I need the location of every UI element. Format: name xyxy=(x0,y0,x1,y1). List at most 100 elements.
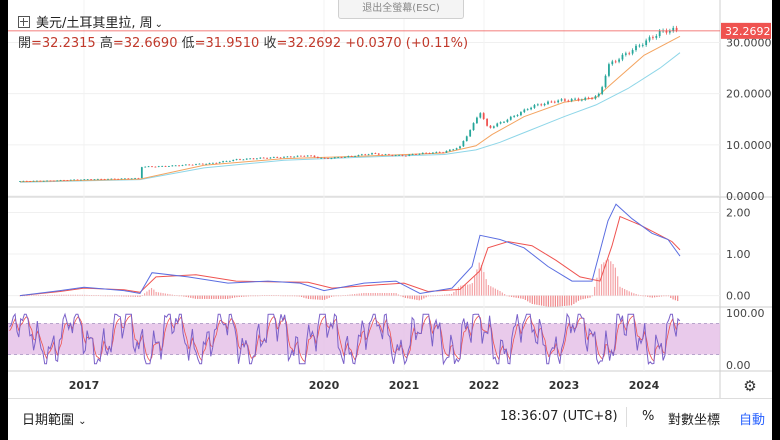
macd-histogram-bar xyxy=(649,295,651,298)
macd-histogram-bar xyxy=(250,295,252,297)
candle-body xyxy=(259,157,262,159)
percent-button[interactable]: % xyxy=(642,409,655,424)
macd-histogram-bar xyxy=(515,295,517,298)
candle-body xyxy=(553,101,556,103)
macd-histogram-bar xyxy=(204,295,206,299)
macd-histogram-bar xyxy=(347,294,349,296)
candle-body xyxy=(296,155,299,157)
candle-body xyxy=(164,166,167,167)
macd-histogram-bar xyxy=(384,293,386,296)
macd-histogram-bar xyxy=(51,294,53,296)
macd-histogram-bar xyxy=(508,295,510,297)
time-tick-label: 2021 xyxy=(389,379,420,392)
macd-histogram-bar xyxy=(42,295,44,296)
macd-histogram-bar xyxy=(187,295,190,298)
candle-body xyxy=(489,125,492,128)
date-range-button[interactable]: 日期範圍 ⌄ xyxy=(22,409,87,428)
interval-label[interactable]: 周 xyxy=(139,16,153,31)
time-tick-label: 2020 xyxy=(309,379,340,392)
macd-histogram-bar xyxy=(174,295,176,296)
macd-histogram-bar xyxy=(146,291,148,296)
macd-histogram-bar xyxy=(259,295,261,297)
macd-histogram-bar xyxy=(411,295,413,300)
macd-histogram-bar xyxy=(217,295,220,299)
macd-histogram-bar xyxy=(642,295,644,297)
macd-histogram-bar xyxy=(222,295,224,299)
candle-body xyxy=(256,158,258,160)
candle-body xyxy=(520,112,522,116)
candle-body xyxy=(107,178,109,180)
candle-body xyxy=(384,154,387,156)
candle-body xyxy=(347,156,350,157)
macd-histogram-bar xyxy=(307,295,310,299)
macd-histogram-bar xyxy=(400,295,402,297)
candle-body xyxy=(144,166,147,168)
macd-histogram-bar xyxy=(70,294,72,296)
macd-histogram-bar xyxy=(300,295,303,298)
macd-histogram-bar xyxy=(118,295,120,297)
expand-icon[interactable] xyxy=(18,16,30,28)
candle-body xyxy=(638,45,641,47)
candle-body xyxy=(161,166,164,167)
gear-icon[interactable]: ⚙ xyxy=(743,377,756,395)
candle-body xyxy=(205,163,208,165)
candle-body xyxy=(547,101,549,104)
candle-body xyxy=(269,157,272,159)
macd-histogram-bar xyxy=(674,295,676,301)
candle-body xyxy=(594,96,597,99)
candle-body xyxy=(645,40,648,46)
candle-body xyxy=(124,178,126,180)
macd-histogram-bar xyxy=(238,295,240,298)
candle-body xyxy=(303,155,306,157)
time-tick-label: 2017 xyxy=(69,379,100,392)
macd-histogram-bar xyxy=(139,295,141,297)
candle-body xyxy=(212,162,214,164)
macd-histogram-bar xyxy=(397,294,400,296)
macd-histogram-bar xyxy=(543,295,545,306)
candle-body xyxy=(113,178,116,180)
macd-histogram-bar xyxy=(210,295,213,299)
candle-body xyxy=(286,156,289,158)
macd-histogram-bar xyxy=(381,293,383,296)
macd-histogram-bar xyxy=(427,295,430,297)
macd-histogram-bar xyxy=(570,295,573,306)
macd-histogram-bar xyxy=(476,269,478,296)
macd-histogram-bar xyxy=(79,294,81,296)
macd-histogram-bar xyxy=(72,294,74,296)
macd-histogram-bar xyxy=(536,295,538,305)
exit-fullscreen-button[interactable]: 退出全螢幕(ESC) xyxy=(338,0,464,19)
symbol-name[interactable]: 美元/土耳其里拉 xyxy=(36,16,132,31)
macd-histogram-bar xyxy=(660,295,663,297)
candle-body xyxy=(266,157,268,159)
candle-body xyxy=(425,152,428,154)
chart-canvas[interactable]: 0.0000 10.0000 20.0000 30.0000 2017 2020 2021 2… xyxy=(8,0,772,398)
macd-histogram-bar xyxy=(492,287,494,296)
macd-histogram-bar xyxy=(97,295,100,296)
macd-histogram-bar xyxy=(430,295,432,297)
candle-body xyxy=(499,122,502,124)
macd-histogram-bar xyxy=(270,295,273,296)
clock-label[interactable]: 18:36:07 (UTC+8) xyxy=(500,409,618,424)
macd-histogram-bar xyxy=(630,292,633,296)
macd-histogram-bar xyxy=(201,295,203,299)
macd-histogram-bar xyxy=(460,285,462,296)
macd-histogram-bar xyxy=(372,293,374,296)
candle-body xyxy=(513,115,516,117)
macd-histogram-bar xyxy=(386,293,388,296)
candle-body xyxy=(90,179,92,181)
macd-histogram-bar xyxy=(568,295,570,306)
macd-histogram-bar xyxy=(667,295,670,297)
time-tick-label: 2024 xyxy=(629,379,660,392)
macd-histogram-bar xyxy=(423,295,425,299)
macd-histogram-bar xyxy=(612,264,614,296)
macd-histogram-bar xyxy=(504,294,506,296)
candle-body xyxy=(540,104,543,106)
stoch-k-line xyxy=(9,312,681,366)
candle-body xyxy=(245,158,248,160)
candle-body xyxy=(232,159,235,162)
candle-body xyxy=(587,97,590,99)
chevron-down-icon[interactable]: ⌄ xyxy=(154,19,164,30)
log-scale-button[interactable]: 對數坐標 xyxy=(668,413,721,428)
auto-scale-button[interactable]: 自動 xyxy=(739,413,766,428)
candle-body xyxy=(191,164,194,166)
